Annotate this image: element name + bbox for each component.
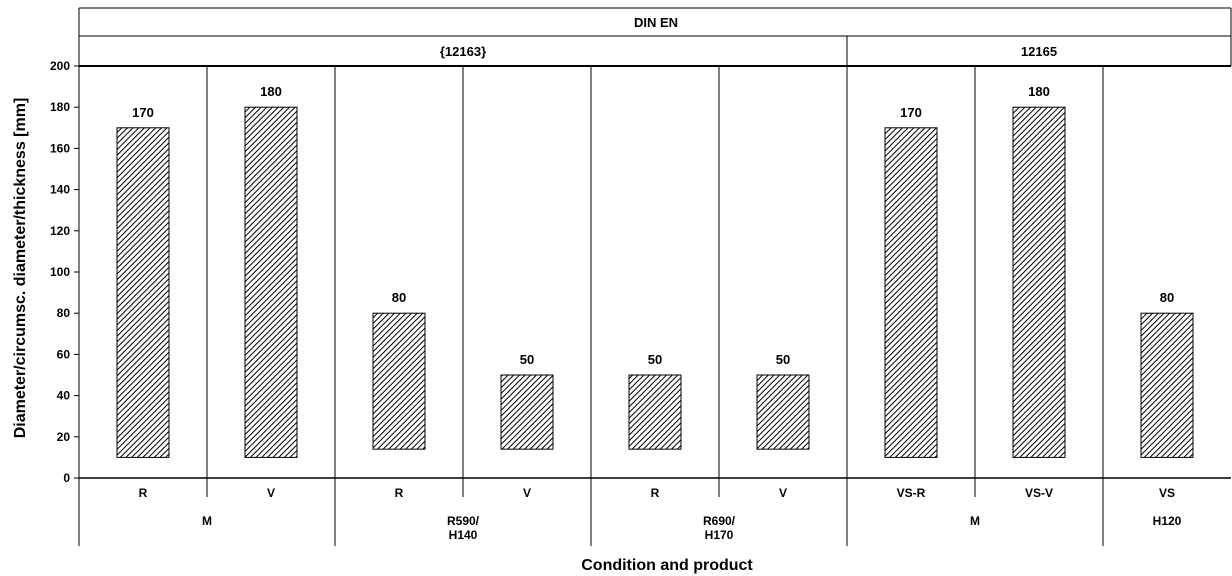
bar-series: 170 180 80 50 50 50 170 180 80 xyxy=(116,84,1194,458)
standard-label: 12165 xyxy=(1021,44,1057,59)
data-label: 50 xyxy=(520,352,534,367)
condition-label: M xyxy=(202,514,212,528)
bar xyxy=(1140,312,1194,458)
condition-label: M xyxy=(970,514,980,528)
category-label: VS-V xyxy=(1025,486,1053,500)
category-label: R xyxy=(395,486,404,500)
category-label: VS xyxy=(1159,486,1175,500)
y-tick-label: 200 xyxy=(50,59,70,73)
category-label: VS-R xyxy=(897,486,926,500)
y-tick-label: 120 xyxy=(50,224,70,238)
bar xyxy=(1012,106,1066,458)
condition-label: R690/ xyxy=(703,514,736,528)
bar xyxy=(244,106,298,458)
data-label: 170 xyxy=(132,105,154,120)
standard-label: {12163} xyxy=(440,44,486,59)
y-tick-label: 160 xyxy=(50,141,70,155)
category-label: R xyxy=(139,486,148,500)
bar xyxy=(116,127,170,458)
data-label: 50 xyxy=(648,352,662,367)
y-tick-label: 20 xyxy=(57,430,71,444)
condition-label: H170 xyxy=(705,528,734,542)
y-tick-label: 60 xyxy=(57,347,71,361)
y-axis-title: Diameter/circumsc. diameter/thickness [m… xyxy=(12,98,29,439)
category-label: V xyxy=(267,486,275,500)
data-label: 50 xyxy=(776,352,790,367)
bar xyxy=(756,374,810,450)
y-axis: 0 20 40 60 80 100 120 140 160 180 200 xyxy=(50,59,79,485)
bar xyxy=(884,127,938,458)
data-label: 170 xyxy=(900,105,922,120)
y-tick-label: 180 xyxy=(50,100,70,114)
y-tick-label: 0 xyxy=(63,471,70,485)
data-label: 80 xyxy=(392,290,406,305)
condition-label: R590/ xyxy=(447,514,480,528)
bar xyxy=(628,374,682,450)
bar xyxy=(372,312,426,450)
category-label: V xyxy=(779,486,787,500)
data-label: 180 xyxy=(1028,84,1050,99)
category-label: R xyxy=(651,486,660,500)
y-tick-label: 80 xyxy=(57,306,71,320)
data-label: 180 xyxy=(260,84,282,99)
data-label: 80 xyxy=(1160,290,1174,305)
bar xyxy=(500,374,554,450)
condition-label: H120 xyxy=(1153,514,1182,528)
y-tick-label: 40 xyxy=(57,389,71,403)
y-tick-label: 140 xyxy=(50,183,70,197)
x-axis: R V R V R V VS-R VS-V VS M R590/H140 R690/H170 M H120 xyxy=(139,486,1182,542)
category-label: V xyxy=(523,486,531,500)
condition-label: H140 xyxy=(449,528,478,542)
chart-headers: DIN EN {12163} 12165 xyxy=(440,15,1057,59)
chart-title: DIN EN xyxy=(634,15,678,30)
x-axis-title: Condition and product xyxy=(581,557,753,574)
y-tick-label: 100 xyxy=(50,265,70,279)
chart-frame xyxy=(78,7,1232,546)
